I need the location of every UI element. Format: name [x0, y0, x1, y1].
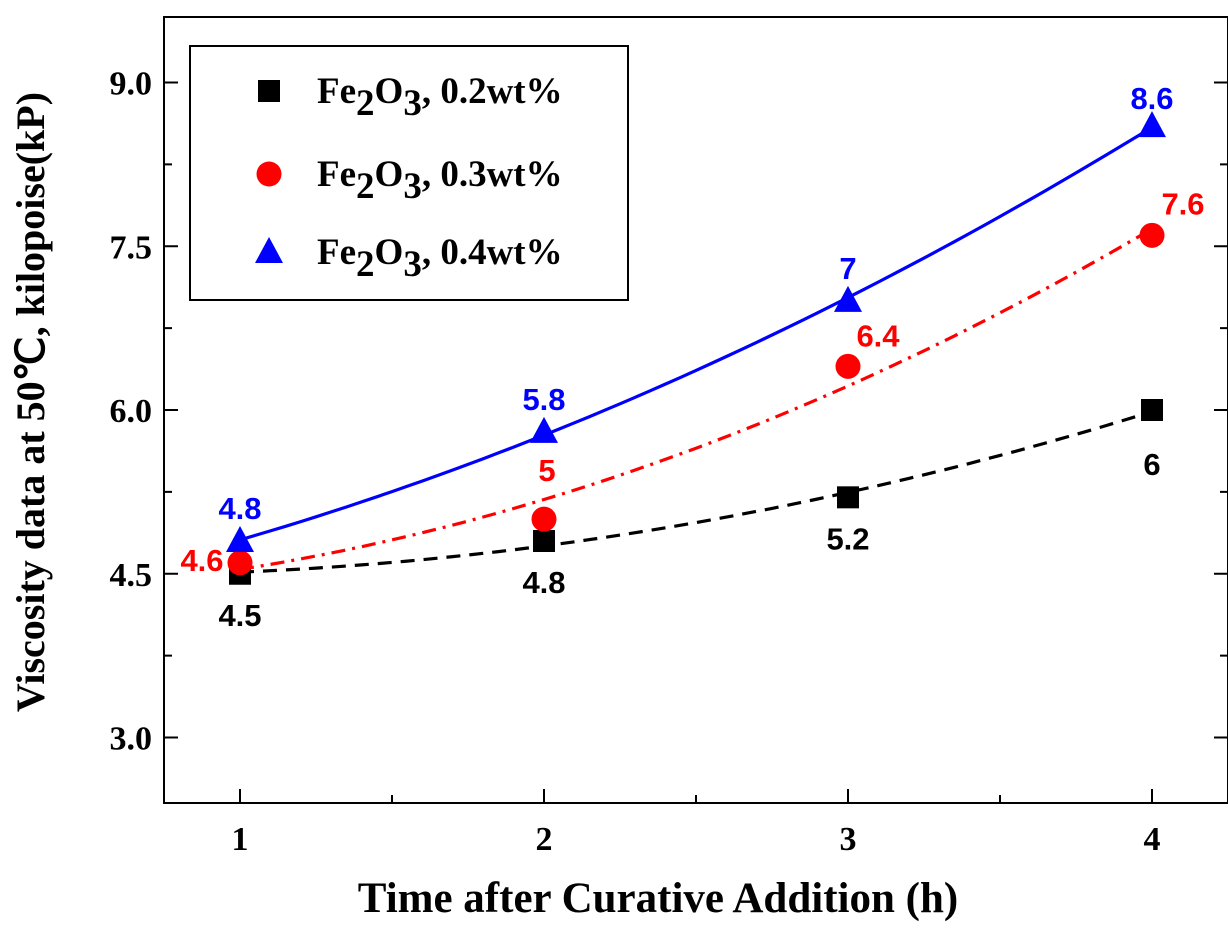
y-tick-label: 4.5: [110, 557, 153, 594]
data-label: 4.8: [218, 491, 261, 526]
x-tick-label: 1: [232, 821, 249, 858]
legend-label: Fe2O3, 0.4wt%: [317, 232, 563, 285]
axis-ticks: 1 2 3 4 3.0 4.5 6.0 7.5 9.0: [110, 66, 1228, 858]
circle-marker: [1139, 222, 1165, 248]
circle-marker: [531, 506, 557, 532]
fit-curves: [239, 125, 1153, 574]
y-axis-title: Viscosity data at 50℃, kilopoise(kP): [8, 92, 53, 712]
y-tick-label: 3.0: [110, 721, 153, 758]
data-label: 4.5: [218, 598, 261, 633]
data-labels: 4.5 4.8 5.2 6 4.6 5 6.4 7.6 4.8 5.8 7 8.6: [180, 81, 1204, 633]
data-label: 5.8: [522, 382, 565, 417]
data-markers: [226, 111, 1166, 585]
y-tick-label: 6.0: [110, 393, 153, 430]
x-tick-label: 3: [840, 821, 857, 858]
fit-curve-2: [239, 227, 1153, 571]
data-label: 5.2: [826, 521, 869, 556]
data-label: 4.8: [522, 565, 565, 600]
legend-square-icon: [258, 80, 280, 102]
circle-marker: [227, 550, 253, 576]
data-label: 7: [839, 251, 856, 286]
data-label: 6: [1143, 447, 1160, 482]
circle-marker: [835, 353, 861, 379]
data-label: 8.6: [1130, 81, 1173, 116]
y-tick-label: 7.5: [110, 229, 153, 266]
data-label: 6.4: [856, 318, 900, 353]
x-axis-title: Time after Curative Addition (h): [358, 875, 958, 922]
data-label: 4.6: [180, 543, 223, 578]
triangle-marker: [226, 526, 254, 552]
legend-triangle-icon: [255, 237, 283, 263]
data-label: 7.6: [1161, 186, 1204, 221]
data-label: 5: [538, 453, 555, 488]
legend-label: Fe2O3, 0.2wt%: [317, 71, 563, 124]
legend: Fe2O3, 0.2wt% Fe2O3, 0.3wt% Fe2O3, 0.4wt%: [189, 45, 629, 301]
legend-label: Fe2O3, 0.3wt%: [317, 154, 563, 207]
triangle-marker: [1138, 111, 1166, 138]
y-tick-label: 9.0: [110, 66, 153, 103]
square-marker: [533, 530, 555, 552]
square-marker: [1141, 399, 1163, 421]
triangle-marker: [530, 416, 558, 443]
x-tick-label: 4: [1144, 821, 1161, 858]
fit-curve-3: [239, 125, 1153, 542]
square-marker: [837, 486, 859, 509]
x-tick-label: 2: [536, 821, 553, 858]
fit-curve-1: [239, 410, 1153, 574]
triangle-marker: [834, 285, 862, 312]
legend-circle-icon: [256, 161, 282, 187]
